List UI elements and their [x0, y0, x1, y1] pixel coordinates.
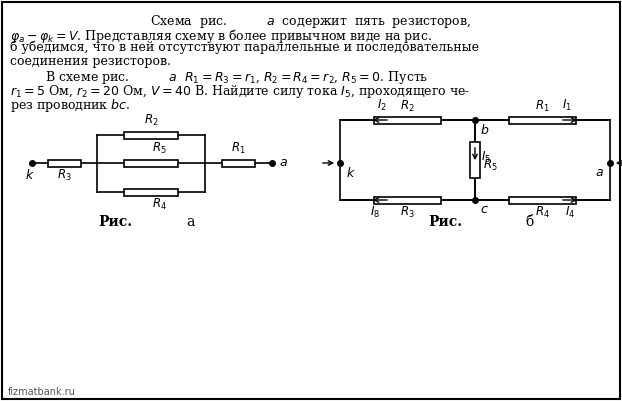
Text: б убедимся, что в ней отсутствуют параллельные и последовательные: б убедимся, что в ней отсутствуют паралл… [10, 41, 479, 55]
Text: Рис.: Рис. [428, 215, 462, 229]
Text: б: б [526, 215, 534, 229]
Bar [374, 196, 441, 203]
Text: $c$: $c$ [480, 203, 489, 216]
Text: $R_5$: $R_5$ [483, 158, 498, 172]
Text: рез проводник $bc$.: рез проводник $bc$. [10, 97, 131, 114]
Bar [222, 160, 255, 166]
Text: $a$: $a$ [279, 156, 288, 168]
Text: $R_1$: $R_1$ [535, 99, 550, 114]
Bar [509, 196, 576, 203]
Bar [124, 188, 178, 196]
Bar [124, 132, 178, 138]
Text: $R_5$: $R_5$ [152, 141, 166, 156]
Text: а: а [186, 215, 194, 229]
Text: $R_2$: $R_2$ [400, 99, 415, 114]
Text: $R_3$: $R_3$ [57, 168, 72, 183]
Text: Схема  рис.          $a$  содержит  пять  резисторов,: Схема рис. $a$ содержит пять резисторов, [151, 13, 471, 30]
Text: $I_1$: $I_1$ [562, 98, 572, 113]
Text: $I_2$: $I_2$ [377, 98, 387, 113]
Text: $I_5$: $I_5$ [481, 150, 491, 165]
Text: В схеме рис.          $a$  $R_1 = R_3 = r_1$, $R_2 = R_4 = r_2$, $R_5 = 0$. Пуст: В схеме рис. $a$ $R_1 = R_3 = r_1$, $R_2… [10, 69, 429, 86]
Text: $R_1$: $R_1$ [231, 141, 246, 156]
Text: $b$: $b$ [480, 123, 490, 137]
Bar [470, 142, 480, 178]
Text: $k$: $k$ [25, 168, 35, 182]
Text: $R_4$: $R_4$ [535, 205, 550, 220]
Text: $R_3$: $R_3$ [400, 205, 415, 220]
Text: соединения резисторов.: соединения резисторов. [10, 55, 171, 68]
Text: $I_4$: $I_4$ [565, 205, 575, 220]
Text: $\varphi_a - \varphi_k = V$. Представляя схему в более привычном виде на рис.: $\varphi_a - \varphi_k = V$. Представляя… [10, 27, 432, 45]
Bar [124, 160, 178, 166]
Text: $R_2$: $R_2$ [144, 113, 159, 128]
Bar [49, 160, 81, 166]
Text: fizmatbank.ru: fizmatbank.ru [8, 387, 76, 397]
Text: $k$: $k$ [346, 166, 356, 180]
Text: $r_1 = 5$ Ом, $r_2 = 20$ Ом, $V = 40$ В. Найдите силу тока $I_5$, проходящего че: $r_1 = 5$ Ом, $r_2 = 20$ Ом, $V = 40$ В.… [10, 83, 471, 100]
Text: $a$: $a$ [595, 166, 604, 179]
Text: $I_8$: $I_8$ [370, 205, 380, 220]
Text: Рис.: Рис. [98, 215, 132, 229]
Bar [509, 117, 576, 124]
Bar [374, 117, 441, 124]
Text: $R_4$: $R_4$ [152, 197, 167, 212]
